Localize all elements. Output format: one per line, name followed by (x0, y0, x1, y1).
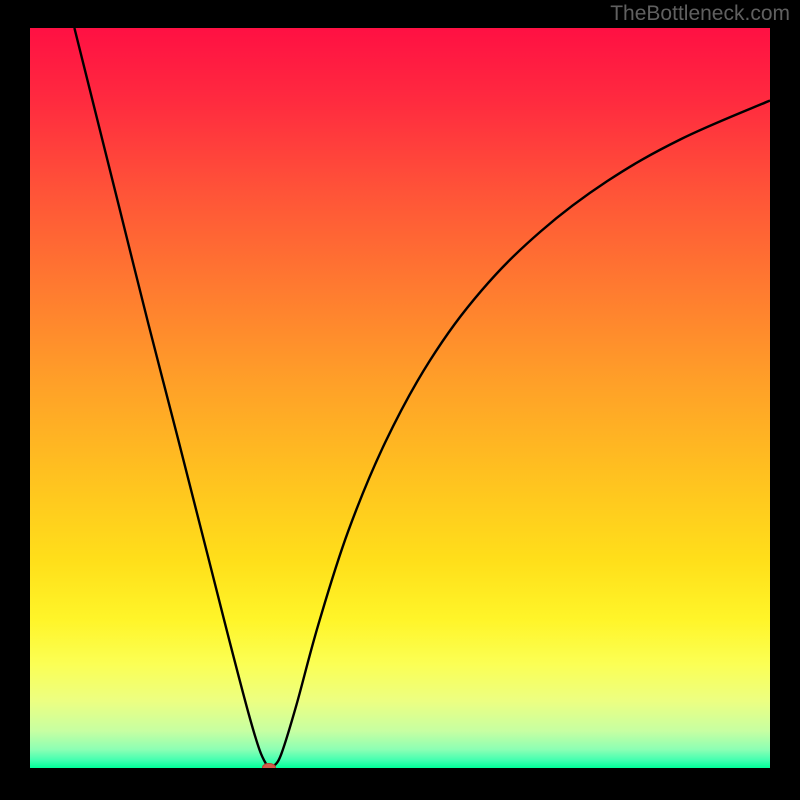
plot-area (30, 28, 770, 768)
watermark-text: TheBottleneck.com (610, 2, 790, 26)
optimum-marker (262, 763, 275, 768)
bottleneck-curve (30, 28, 770, 768)
